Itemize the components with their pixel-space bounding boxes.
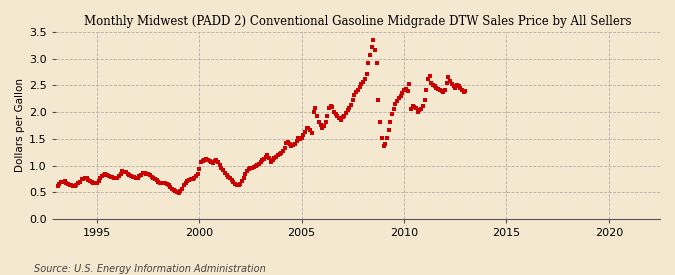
Y-axis label: Dollars per Gallon: Dollars per Gallon: [15, 78, 25, 172]
Text: Source: U.S. Energy Information Administration: Source: U.S. Energy Information Administ…: [34, 264, 265, 274]
Title: Monthly Midwest (PADD 2) Conventional Gasoline Midgrade DTW Sales Price by All S: Monthly Midwest (PADD 2) Conventional Ga…: [84, 15, 632, 28]
